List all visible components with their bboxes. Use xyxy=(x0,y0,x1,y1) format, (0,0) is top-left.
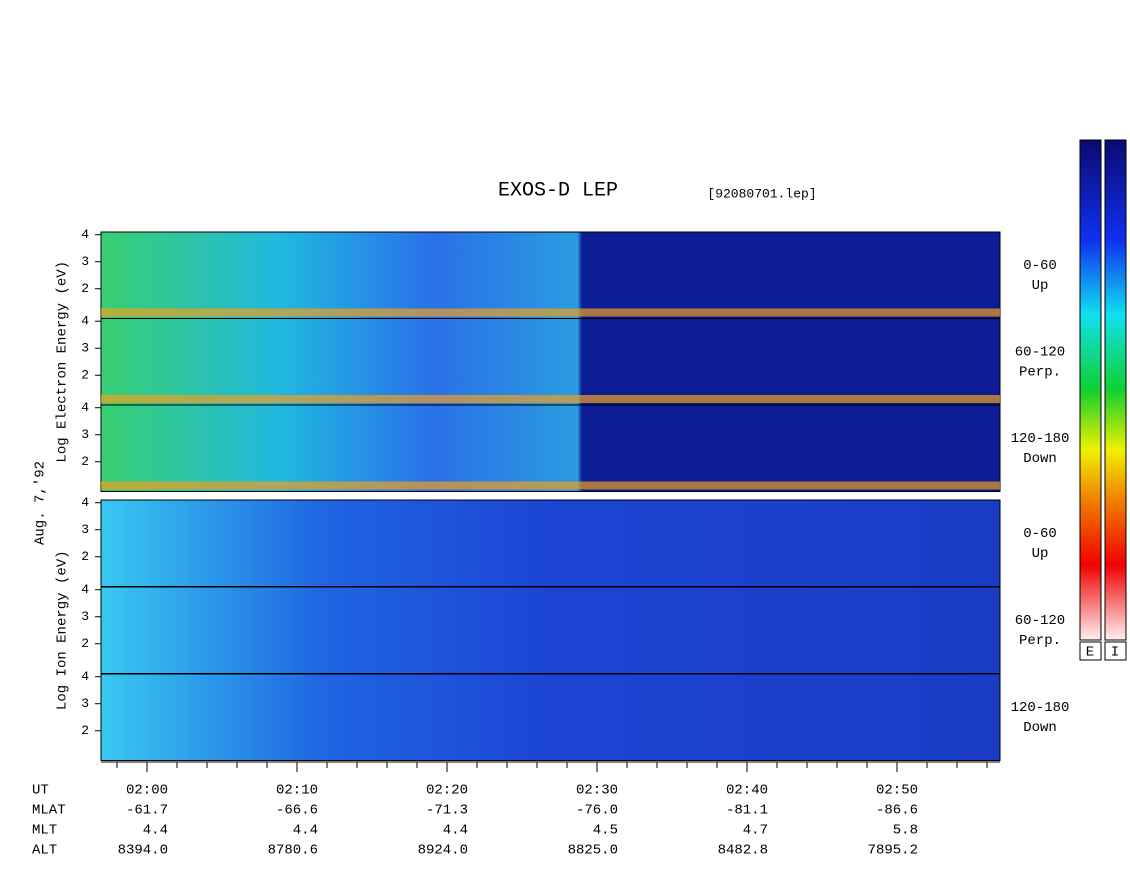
y-tick-label: 4 xyxy=(81,314,89,329)
y-tick-label: 3 xyxy=(81,609,89,624)
row-value: 8825.0 xyxy=(568,843,618,859)
row-value: 8394.0 xyxy=(118,843,168,859)
panel-direction: Up xyxy=(1032,278,1049,294)
spectrogram-panel xyxy=(100,673,1001,761)
y-tick-label: 3 xyxy=(81,254,89,269)
row-value: 02:10 xyxy=(276,783,318,799)
row-value: 4.4 xyxy=(443,823,468,839)
spectrogram-panel xyxy=(100,586,1001,674)
colorbar-label-box xyxy=(1104,641,1127,661)
y-tick-label: 3 xyxy=(81,696,89,711)
colorbar-label: I xyxy=(1111,645,1119,661)
colorbar xyxy=(1079,139,1102,641)
panel-angle: 0-60 xyxy=(1023,526,1057,542)
spectrogram-panel xyxy=(100,499,1001,587)
row-value: 02:50 xyxy=(876,783,918,799)
row-value: 4.7 xyxy=(743,823,768,839)
row-value: 4.5 xyxy=(593,823,618,839)
date-label: Aug. 7,'92 xyxy=(33,461,49,545)
low-energy-band xyxy=(101,395,1000,403)
row-value: -86.6 xyxy=(876,803,918,819)
row-value: 7895.2 xyxy=(868,843,918,859)
row-value: -76.0 xyxy=(576,803,618,819)
row-value: 02:40 xyxy=(726,783,768,799)
y-tick-label: 2 xyxy=(81,636,89,651)
row-value: 8482.8 xyxy=(718,843,768,859)
panel-angle: 60-120 xyxy=(1015,613,1065,629)
colorbar-label-box xyxy=(1079,641,1102,661)
panel-direction: Perp. xyxy=(1019,364,1061,380)
row-value: 02:30 xyxy=(576,783,618,799)
row-value: -66.6 xyxy=(276,803,318,819)
panel-angle: 60-120 xyxy=(1015,344,1065,360)
colorbar-label: E xyxy=(1086,645,1094,661)
spectrogram-panel xyxy=(100,231,1001,319)
row-value: 8924.0 xyxy=(418,843,468,859)
row-value: 5.8 xyxy=(893,823,918,839)
y-tick-label: 3 xyxy=(81,427,89,442)
row-value: -61.7 xyxy=(126,803,168,819)
row-value: 4.4 xyxy=(293,823,318,839)
y-tick-label: 2 xyxy=(81,549,89,564)
title: EXOS-D LEP xyxy=(498,179,618,202)
y-tick-label: 2 xyxy=(81,454,89,469)
colorbar xyxy=(1104,139,1127,641)
panel-angle: 120-180 xyxy=(1011,431,1070,447)
low-energy-band xyxy=(101,481,1000,490)
panel-direction: Down xyxy=(1023,720,1057,736)
y-tick-label: 4 xyxy=(81,669,89,684)
low-energy-band xyxy=(101,308,1000,317)
y-tick-label: 4 xyxy=(81,495,89,510)
row-value: 02:20 xyxy=(426,783,468,799)
row-value: 4.4 xyxy=(143,823,168,839)
y-axis-label: Log Electron Energy (eV) xyxy=(55,261,71,463)
row-label: ALT xyxy=(32,843,57,859)
y-tick-label: 2 xyxy=(81,281,89,296)
row-value: 02:00 xyxy=(126,783,168,799)
panel-direction: Down xyxy=(1023,451,1057,467)
y-tick-label: 2 xyxy=(81,368,89,383)
row-value: -81.1 xyxy=(726,803,768,819)
panel-direction: Up xyxy=(1032,546,1049,562)
y-tick-label: 2 xyxy=(81,723,89,738)
row-label: MLAT xyxy=(32,803,66,819)
y-tick-label: 3 xyxy=(81,522,89,537)
row-label: MLT xyxy=(32,823,57,839)
row-value: 8780.6 xyxy=(268,843,318,859)
y-tick-label: 3 xyxy=(81,341,89,356)
panel-direction: Perp. xyxy=(1019,633,1061,649)
y-tick-label: 4 xyxy=(81,400,89,415)
y-tick-label: 4 xyxy=(81,582,89,597)
spectrogram-panel xyxy=(100,318,1001,406)
y-tick-label: 4 xyxy=(81,227,89,242)
row-label: UT xyxy=(32,783,49,799)
row-value: -71.3 xyxy=(426,803,468,819)
y-axis-label: Log Ion Energy (eV) xyxy=(55,550,71,710)
spectrogram-panel xyxy=(100,404,1001,492)
panel-angle: 120-180 xyxy=(1011,700,1070,716)
panel-angle: 0-60 xyxy=(1023,258,1057,274)
subtitle: [92080701.lep] xyxy=(707,186,816,201)
